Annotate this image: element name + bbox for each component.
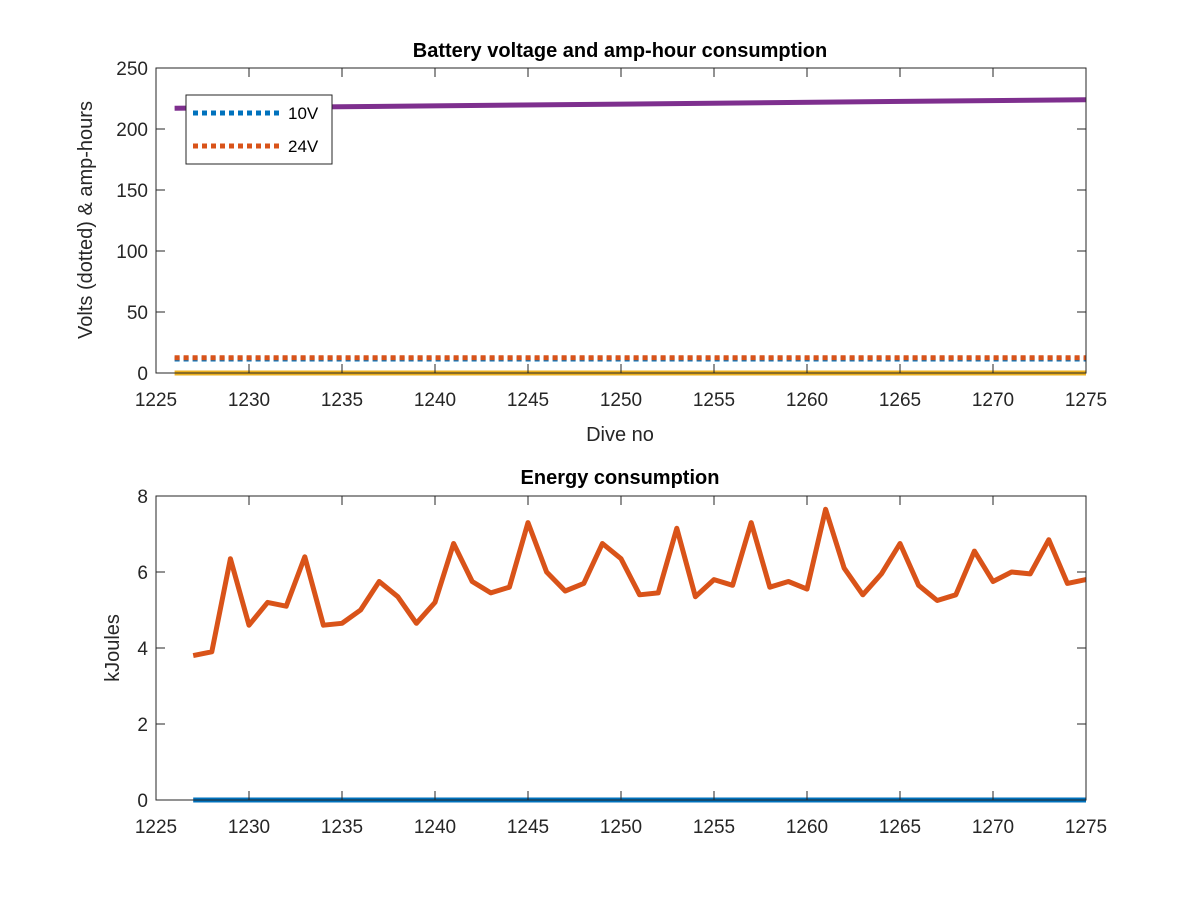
x-tick-label: 1240 (414, 817, 456, 838)
x-tick-label: 1230 (228, 817, 270, 838)
legend-label-24v: 24V (288, 137, 319, 156)
plot-area: 1225 1230 1235 1240 1245 1250 1255 1260 1265 1270… (116, 59, 1107, 411)
x-tick-label: 1245 (507, 817, 549, 838)
x-tick-label: 1225 (135, 390, 177, 411)
x-tick-label: 1250 (600, 390, 642, 411)
x-tick-label: 1260 (786, 390, 828, 411)
x-tick-label: 1255 (693, 817, 735, 838)
x-tick-label: 1245 (507, 390, 549, 411)
x-axis-label: Dive no (586, 424, 654, 446)
y-tick-label: 150 (116, 181, 148, 202)
x-tick-label: 1235 (321, 390, 363, 411)
voltage-ah-chart: Battery voltage and amp-hour consumption… (75, 40, 1107, 446)
y-tick-label: 0 (137, 364, 148, 385)
x-tick-label: 1265 (879, 817, 921, 838)
y-tick-label: 50 (127, 303, 148, 324)
x-tick-label: 1230 (228, 390, 270, 411)
chart-title: Energy consumption (521, 467, 720, 489)
chart-title: Battery voltage and amp-hour consumption (413, 40, 827, 62)
legend-label-10v: 10V (288, 104, 319, 123)
x-tick-label: 1270 (972, 817, 1014, 838)
y-tick-label: 0 (137, 791, 148, 812)
y-tick-label: 250 (116, 59, 148, 80)
y-axis-label: Volts (dotted) & amp-hours (75, 101, 97, 339)
legend-box (185, 94, 333, 165)
series-line-1 (192, 506, 1087, 659)
x-tick-label: 1255 (693, 390, 735, 411)
y-tick-label: 4 (137, 639, 148, 660)
x-tick-label: 1240 (414, 390, 456, 411)
x-tick-label: 1250 (600, 817, 642, 838)
y-tick-label: 200 (116, 120, 148, 141)
y-tick-label: 2 (137, 715, 148, 736)
x-tick-label: 1260 (786, 817, 828, 838)
x-tick-label: 1275 (1065, 390, 1107, 411)
plot-area: 1225 1230 1235 1240 1245 1250 1255 1260 1265 1270… (135, 487, 1107, 838)
legend: 10V 24V (185, 94, 333, 165)
x-tick-label: 1265 (879, 390, 921, 411)
energy-chart: Energy consumption 1225 1230 1235 1240 1245 1… (102, 467, 1107, 838)
x-tick-label: 1235 (321, 817, 363, 838)
y-tick-label: 6 (137, 563, 148, 584)
x-tick-label: 1225 (135, 817, 177, 838)
y-axis-label: kJoules (102, 614, 124, 682)
y-tick-label: 100 (116, 242, 148, 263)
axes-frame (155, 495, 1087, 801)
y-tick-label: 8 (137, 487, 148, 508)
x-tick-label: 1270 (972, 390, 1014, 411)
x-tick-label: 1275 (1065, 817, 1107, 838)
